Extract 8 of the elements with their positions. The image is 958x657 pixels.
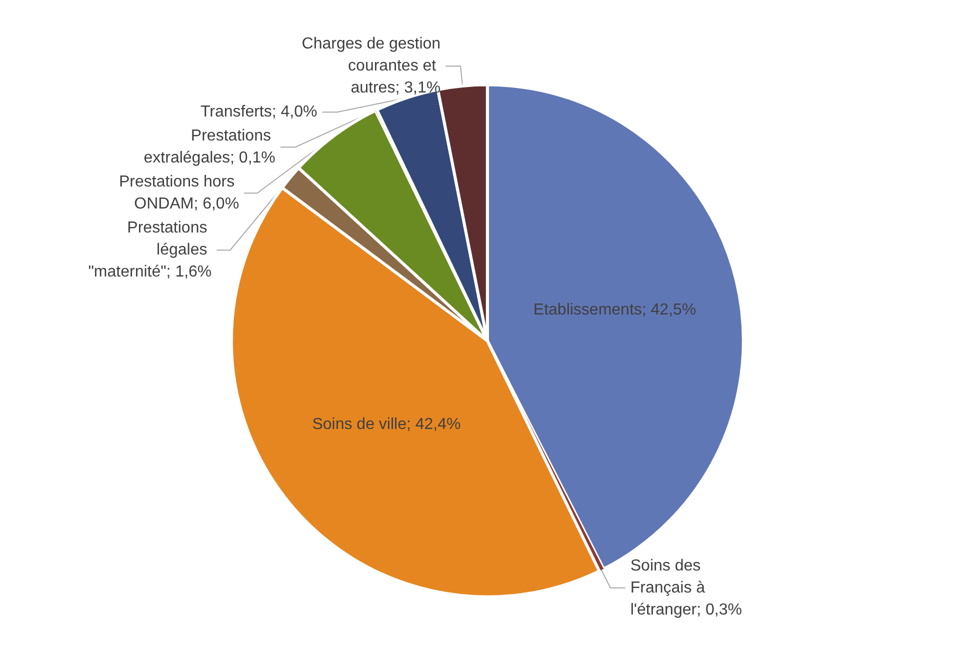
slice-label: Prestations extralégales; 0,1% — [144, 128, 276, 167]
slice-label: Prestations hors ONDAM; 6,0% — [118, 174, 240, 213]
slice-label: Charges de gestion courantes et autres; 3,1% — [302, 36, 441, 97]
slice-label: Soins des Français à l'étranger; 0,3% — [630, 557, 742, 618]
slice-label: Etablissements; 42,5% — [533, 302, 696, 319]
slice-label: Soins de ville; 42,4% — [312, 416, 461, 433]
slice-label: Prestations légales "maternité"; 1,6% — [88, 220, 212, 281]
slice-label: Transferts; 4,0% — [200, 104, 318, 121]
